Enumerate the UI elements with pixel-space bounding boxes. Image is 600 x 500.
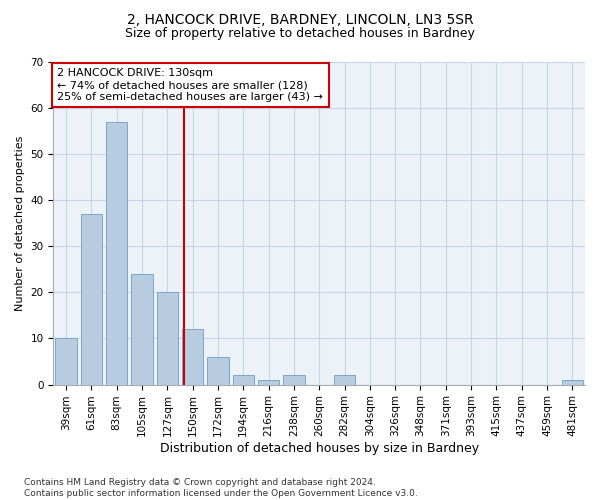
Bar [258,380,280,384]
Text: 2 HANCOCK DRIVE: 130sqm
← 74% of detached houses are smaller (128)
25% of semi-d: 2 HANCOCK DRIVE: 130sqm ← 74% of detache… [57,68,323,102]
Bar [233,376,254,384]
Text: Contains HM Land Registry data © Crown copyright and database right 2024.
Contai: Contains HM Land Registry data © Crown c… [24,478,418,498]
Bar [80,214,102,384]
Text: Size of property relative to detached houses in Bardney: Size of property relative to detached ho… [125,28,475,40]
Bar [55,338,77,384]
Text: 2, HANCOCK DRIVE, BARDNEY, LINCOLN, LN3 5SR: 2, HANCOCK DRIVE, BARDNEY, LINCOLN, LN3 … [127,12,473,26]
Bar [106,122,127,384]
Bar [283,376,305,384]
Bar [562,380,583,384]
Bar [334,376,355,384]
Bar [157,292,178,384]
X-axis label: Distribution of detached houses by size in Bardney: Distribution of detached houses by size … [160,442,479,455]
Bar [182,329,203,384]
Bar [131,274,153,384]
Bar [207,357,229,384]
Y-axis label: Number of detached properties: Number of detached properties [15,136,25,310]
